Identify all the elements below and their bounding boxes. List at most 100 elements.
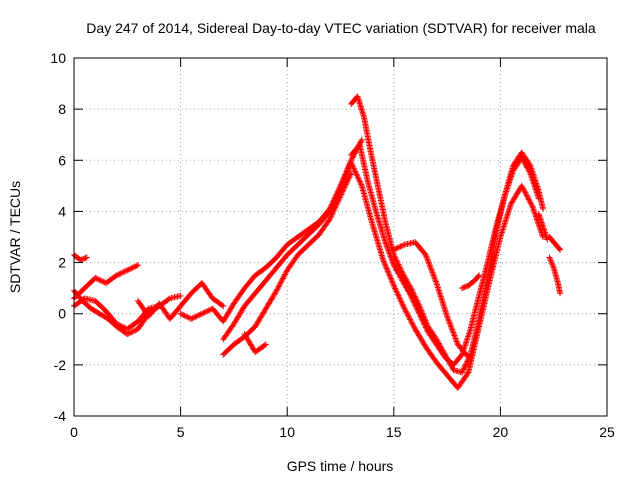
data-point — [261, 342, 268, 349]
data-point — [531, 209, 538, 216]
data-point — [444, 313, 451, 320]
data-point — [528, 201, 535, 208]
y-tick-label: 10 — [50, 50, 66, 66]
data-point — [398, 298, 405, 305]
data-point — [134, 262, 141, 269]
x-tick-label: 15 — [386, 424, 402, 440]
data-point — [190, 314, 197, 321]
data-point — [358, 138, 365, 145]
data-point — [348, 161, 355, 168]
data-point — [396, 244, 403, 251]
data-point — [334, 200, 341, 207]
data-point — [405, 312, 412, 319]
data-point — [393, 245, 400, 252]
data-point — [397, 243, 404, 250]
data-point — [502, 190, 509, 197]
data-point — [128, 329, 135, 336]
data-point — [356, 178, 363, 185]
data-point — [341, 184, 348, 191]
data-point — [427, 265, 434, 272]
series-sat-n — [535, 210, 551, 243]
data-point — [189, 315, 196, 322]
data-point — [417, 313, 424, 320]
data-point — [526, 168, 533, 175]
data-point — [407, 283, 414, 290]
data-point — [529, 204, 536, 211]
data-point — [332, 204, 339, 211]
data-point — [394, 291, 401, 298]
data-point — [389, 259, 396, 266]
data-point — [346, 172, 353, 179]
data-point — [432, 278, 439, 285]
data-point — [519, 184, 526, 191]
series-sat-l — [390, 239, 472, 361]
data-point — [419, 317, 426, 324]
data-point — [112, 273, 119, 280]
data-point — [389, 278, 396, 285]
data-point — [384, 266, 391, 273]
data-point — [358, 181, 365, 188]
data-point — [383, 243, 390, 250]
data-point — [416, 310, 423, 317]
data-point — [407, 292, 414, 299]
data-point — [396, 294, 403, 301]
data-point — [339, 188, 346, 195]
data-point — [348, 170, 355, 177]
data-point — [460, 284, 467, 291]
data-point — [414, 306, 421, 313]
data-point — [274, 286, 281, 293]
data-point — [407, 285, 414, 292]
data-point — [396, 295, 403, 302]
data-point — [548, 260, 555, 267]
data-point — [356, 177, 363, 184]
data-point — [402, 308, 409, 315]
data-point — [426, 260, 433, 267]
data-point — [525, 195, 532, 202]
data-point — [353, 171, 360, 178]
data-point — [413, 305, 420, 312]
data-point — [450, 331, 457, 338]
data-point — [463, 339, 470, 346]
data-point — [394, 289, 401, 296]
data-point — [521, 188, 528, 195]
data-point — [398, 299, 405, 306]
data-point — [276, 282, 283, 289]
data-point — [388, 256, 395, 263]
data-point — [530, 207, 537, 214]
data-point — [420, 320, 427, 327]
data-point — [124, 331, 131, 338]
data-point — [451, 333, 458, 340]
data-point — [404, 311, 411, 318]
data-point — [405, 313, 412, 320]
data-point — [357, 179, 364, 186]
data-point — [386, 272, 393, 279]
data-point — [262, 341, 269, 348]
data-point — [130, 264, 137, 271]
x-tick-label: 5 — [177, 424, 185, 440]
data-point — [463, 338, 470, 345]
data-point — [525, 196, 532, 203]
axis-ticks: -4 -2 0 2 4 6 8 10 0 5 10 15 20 25 — [50, 50, 615, 440]
data-point — [522, 189, 529, 196]
data-point — [395, 292, 402, 299]
data-point — [180, 311, 187, 318]
data-point — [396, 264, 403, 271]
data-point — [165, 296, 172, 303]
data-point — [401, 305, 408, 312]
data-point — [522, 191, 529, 198]
data-point — [413, 303, 420, 310]
data-point — [400, 302, 407, 309]
data-point — [97, 277, 104, 284]
data-point — [557, 290, 564, 297]
data-point — [278, 278, 285, 285]
data-point — [458, 352, 465, 359]
data-point — [77, 257, 84, 264]
data-point — [444, 314, 451, 321]
data-point — [342, 183, 349, 190]
data-point — [446, 319, 453, 326]
data-point — [382, 262, 389, 269]
data-point — [279, 276, 286, 283]
y-tick-label: 0 — [58, 306, 66, 322]
data-point — [331, 206, 338, 213]
